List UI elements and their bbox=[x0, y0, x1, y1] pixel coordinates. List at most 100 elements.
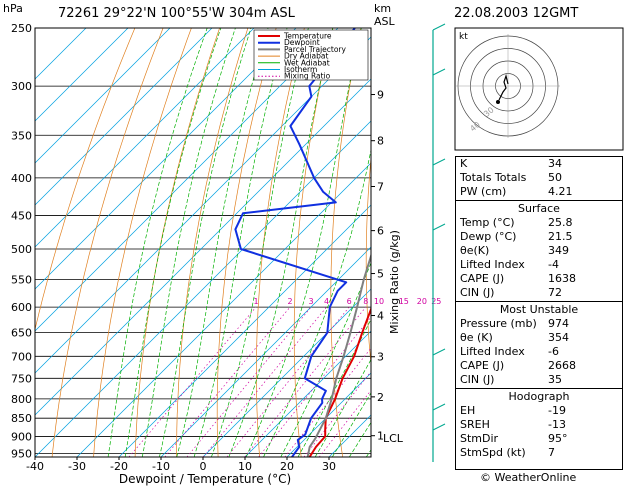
hodograph-kt-label: kt bbox=[459, 32, 468, 42]
index-tt-label: Totals Totals bbox=[460, 171, 527, 184]
mu-cin-label: CIN (J) bbox=[460, 373, 495, 386]
lcl-label: LCL bbox=[383, 432, 404, 445]
dry-adiabat-line bbox=[401, 28, 426, 457]
pressure-tick-label: 500 bbox=[11, 243, 32, 256]
surface-li-value: -4 bbox=[548, 258, 559, 271]
temperature-tick-label: 30 bbox=[322, 460, 336, 473]
isotherm-line bbox=[76, 162, 371, 457]
mixing-ratio-axis-title: Mixing Ratio (g/kg) bbox=[388, 230, 401, 334]
hodo-stmspd-label: StmSpd (kt) bbox=[460, 446, 526, 459]
index-pw-value: 4.21 bbox=[548, 185, 573, 198]
wind-barb bbox=[432, 158, 446, 166]
height-km-label: 2 bbox=[377, 391, 384, 404]
wet-adiabat-line bbox=[141, 28, 236, 457]
temperature-tick-label: -30 bbox=[68, 460, 86, 473]
legend-label: Dewpoint bbox=[284, 38, 320, 47]
mu-li-label: Lifted Index bbox=[460, 345, 525, 358]
hodo-stmdir-value: 95° bbox=[548, 432, 568, 445]
hodo-sreh-value: -13 bbox=[548, 418, 566, 431]
wind-barb bbox=[432, 348, 446, 356]
wet-adiabat-line bbox=[245, 28, 362, 457]
height-unit-asl: ASL bbox=[374, 15, 395, 28]
mu-cin-value: 35 bbox=[548, 373, 562, 386]
index-k-value: 34 bbox=[548, 157, 562, 170]
pressure-tick-label: 450 bbox=[11, 209, 32, 222]
isotherm-line bbox=[35, 28, 339, 332]
mu-pressure-value: 974 bbox=[548, 317, 569, 330]
mu-thetae-label: θe (K) bbox=[460, 331, 493, 344]
legend-label: Isotherm bbox=[284, 65, 317, 74]
mixing-ratio-label: 15 bbox=[399, 297, 409, 306]
dry-adiabat-line bbox=[293, 28, 334, 457]
pressure-tick-label: 300 bbox=[11, 80, 32, 93]
wind-barb bbox=[432, 68, 446, 76]
wind-barb bbox=[432, 223, 446, 231]
isotherm-line bbox=[35, 28, 297, 290]
wind-barb bbox=[432, 403, 446, 411]
legend-label: Temperature bbox=[283, 32, 332, 41]
wet-adiabat-line bbox=[331, 392, 371, 457]
isotherm-line bbox=[35, 28, 255, 248]
parcel-trajectory-profile bbox=[306, 252, 371, 457]
dry-adiabat-line bbox=[216, 28, 277, 457]
indices-panel: K 34 Totals Totals 50 PW (cm) 4.21 Surface … bbox=[455, 156, 623, 470]
index-k-label: K bbox=[460, 157, 468, 170]
plot-frame bbox=[34, 27, 372, 458]
temperature-tick-label: 0 bbox=[200, 460, 207, 473]
mixing-ratio-label: 8 bbox=[363, 297, 368, 306]
temperature-tick-label: -20 bbox=[110, 460, 128, 473]
pressure-tick-label: 800 bbox=[11, 393, 32, 406]
isotherm-line bbox=[35, 28, 171, 164]
wind-barb bbox=[432, 423, 446, 431]
mixing-ratio-line bbox=[226, 306, 350, 457]
index-pw-label: PW (cm) bbox=[460, 185, 507, 198]
temperature-profile bbox=[308, 306, 371, 457]
mixing-ratio-label: 6 bbox=[347, 297, 352, 306]
wet-adiabat-line bbox=[124, 28, 222, 457]
pressure-tick-label: 550 bbox=[11, 273, 32, 286]
pressure-tick-label: 700 bbox=[11, 350, 32, 363]
surface-temp-value: 25.8 bbox=[548, 216, 573, 229]
surface-thetae-value: 349 bbox=[548, 244, 569, 257]
surface-temp-label: Temp (°C) bbox=[460, 216, 515, 229]
height-unit-km: km bbox=[374, 2, 392, 15]
index-tt-value: 50 bbox=[548, 171, 562, 184]
hodograph-storm-motion bbox=[496, 100, 500, 104]
isotherm-line bbox=[35, 28, 213, 206]
mixing-ratio-label: 20 bbox=[417, 297, 427, 306]
height-km-label: 3 bbox=[377, 351, 384, 364]
wet-adiabat-line bbox=[314, 358, 371, 457]
pressure-tick-label: 950 bbox=[11, 448, 32, 461]
wet-adiabat-line bbox=[159, 28, 252, 457]
surface-title: Surface bbox=[518, 202, 560, 215]
height-km-label: 8 bbox=[377, 135, 384, 148]
hodo-stmspd-value: 7 bbox=[548, 446, 555, 459]
dry-adiabat-line bbox=[35, 28, 136, 331]
isotherm-line bbox=[35, 120, 371, 457]
isotherm-line bbox=[286, 372, 371, 457]
most-unstable-title: Most Unstable bbox=[499, 303, 579, 316]
isotherm-line bbox=[35, 28, 129, 122]
mu-pressure-label: Pressure (mb) bbox=[460, 317, 537, 330]
datetime-label: 22.08.2003 12GMT bbox=[454, 6, 579, 21]
isotherm-line bbox=[35, 78, 371, 416]
height-km-label: 5 bbox=[377, 268, 384, 281]
wet-adiabat-line bbox=[263, 148, 371, 457]
mixing-ratio-line bbox=[244, 306, 367, 457]
legend-label: Mixing Ratio bbox=[284, 72, 331, 81]
dry-adiabat-line bbox=[93, 28, 192, 457]
temperature-tick-label: -40 bbox=[26, 460, 44, 473]
hodo-stmdir-label: StmDir bbox=[460, 432, 499, 445]
pressure-tick-label: 600 bbox=[11, 301, 32, 314]
pressure-tick-label: 850 bbox=[11, 412, 32, 425]
legend-label: Wet Adiabat bbox=[284, 58, 330, 67]
pressure-tick-label: 750 bbox=[11, 372, 32, 385]
legend-label: Dry Adiabat bbox=[284, 52, 328, 61]
hodograph: kt 40 30 bbox=[454, 27, 624, 151]
surface-dewp-label: Dewp (°C) bbox=[460, 230, 517, 243]
copyright-label[interactable]: © WeatherOnline bbox=[480, 471, 577, 484]
dry-adiabat-line bbox=[176, 28, 249, 457]
mixing-ratio-label: 10 bbox=[374, 297, 384, 306]
mu-thetae-value: 354 bbox=[548, 331, 569, 344]
